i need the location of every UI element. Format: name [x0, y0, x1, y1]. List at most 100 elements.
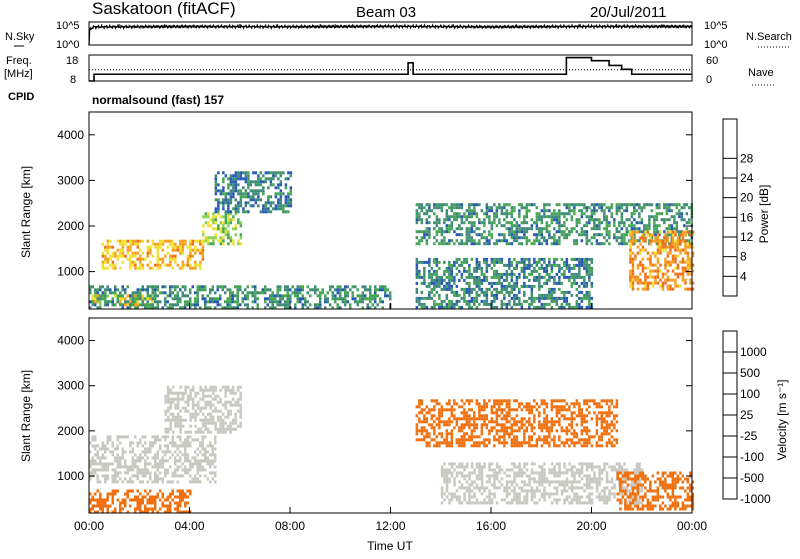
- heatmap-cell: [164, 240, 167, 243]
- heatmap-cell: [561, 405, 564, 408]
- heatmap-cell: [647, 258, 650, 261]
- heatmap-cell: [154, 285, 157, 288]
- heatmap-cell: [436, 221, 439, 224]
- heatmap-cell: [443, 462, 446, 465]
- heatmap-cell: [237, 218, 240, 221]
- heatmap-cell: [142, 252, 145, 255]
- heatmap-cell: [112, 499, 115, 502]
- power-y-label: Slant Range [km]: [19, 166, 33, 258]
- noise-right-tick-bottom: 10^0: [704, 39, 728, 51]
- heatmap-cell: [157, 258, 160, 261]
- heatmap-cell: [137, 465, 140, 468]
- heatmap-cell: [503, 236, 506, 239]
- heatmap-cell: [177, 505, 180, 508]
- heatmap-cell: [458, 444, 461, 447]
- heatmap-cell: [446, 218, 449, 221]
- heatmap-cell: [418, 402, 421, 405]
- heatmap-cell: [304, 300, 307, 303]
- heatmap-cell: [139, 258, 142, 261]
- heatmap-cell: [199, 252, 202, 255]
- heatmap-cell: [556, 420, 559, 423]
- heatmap-cell: [506, 405, 509, 408]
- heatmap-cell: [493, 477, 496, 480]
- heatmap-cell: [528, 297, 531, 300]
- heatmap-cell: [187, 395, 190, 398]
- heatmap-cell: [678, 209, 681, 212]
- heatmap-cell: [210, 224, 213, 227]
- heatmap-cell: [491, 221, 494, 224]
- heatmap-cell: [526, 402, 529, 405]
- heatmap-cell: [491, 468, 494, 471]
- heatmap-cell: [553, 276, 556, 279]
- heatmap-cell: [137, 508, 140, 511]
- heatmap-cell: [210, 242, 213, 245]
- heatmap-cell: [209, 462, 212, 465]
- heatmap-cell: [463, 477, 466, 480]
- heatmap-cell: [132, 297, 135, 300]
- heatmap-cell: [684, 240, 687, 243]
- heatmap-cell: [669, 261, 672, 264]
- heatmap-cell: [586, 270, 589, 273]
- heatmap-cell: [164, 300, 167, 303]
- heatmap-cell: [99, 508, 102, 511]
- heatmap-cell: [102, 505, 105, 508]
- heatmap-cell: [202, 435, 205, 438]
- heatmap-cell: [199, 474, 202, 477]
- heatmap-cell: [677, 249, 680, 252]
- heatmap-cell: [202, 459, 205, 462]
- heatmap-cell: [152, 508, 155, 511]
- heatmap-cell: [583, 294, 586, 297]
- heatmap-cell: [384, 288, 387, 291]
- heatmap-cell: [212, 471, 215, 474]
- heatmap-cell: [488, 282, 491, 285]
- heatmap-cell: [114, 291, 117, 294]
- heatmap-cell: [491, 267, 494, 270]
- heatmap-cell: [541, 236, 544, 239]
- heatmap-cell: [451, 435, 454, 438]
- heatmap-cell: [129, 465, 132, 468]
- heatmap-cell: [212, 419, 215, 422]
- power-heatmap: [89, 171, 694, 309]
- heatmap-cell: [451, 227, 454, 230]
- heatmap-cell: [488, 206, 491, 209]
- heatmap-cell: [262, 174, 265, 177]
- heatmap-cell: [496, 276, 499, 279]
- heatmap-cell: [629, 270, 632, 273]
- heatmap-cell: [518, 273, 521, 276]
- heatmap-cell: [613, 224, 616, 227]
- heatmap-cell: [681, 215, 684, 218]
- heatmap-cell: [162, 249, 165, 252]
- heatmap-cell: [586, 264, 589, 267]
- heatmap-cell: [674, 234, 677, 237]
- heatmap-cell: [149, 249, 152, 252]
- heatmap-cell: [239, 386, 242, 389]
- heatmap-cell: [169, 255, 172, 258]
- heatmap-cell: [556, 486, 559, 489]
- heatmap-cell: [104, 468, 107, 471]
- heatmap-cell: [287, 204, 290, 207]
- heatmap-cell: [566, 429, 569, 432]
- heatmap-cell: [225, 218, 228, 221]
- heatmap-cell: [654, 240, 657, 243]
- heatmap-cell: [521, 408, 524, 411]
- heatmap-cell: [329, 288, 332, 291]
- heatmap-cell: [377, 288, 380, 291]
- heatmap-cell: [493, 405, 496, 408]
- heatmap-cell: [147, 450, 150, 453]
- heatmap-cell: [468, 501, 471, 504]
- heatmap-cell: [92, 499, 95, 502]
- heatmap-cell: [563, 203, 566, 206]
- heatmap-cell: [657, 237, 660, 240]
- heatmap-cell: [384, 285, 387, 288]
- heatmap-cell: [169, 389, 172, 392]
- heatmap-cell: [476, 279, 479, 282]
- heatmap-cell: [553, 471, 556, 474]
- heatmap-cell: [533, 203, 536, 206]
- heatmap-cell: [669, 252, 672, 255]
- heatmap-cell: [543, 486, 546, 489]
- heatmap-cell: [104, 258, 107, 261]
- heatmap-cell: [92, 456, 95, 459]
- heatmap-cell: [536, 264, 539, 267]
- heatmap-cell: [184, 471, 187, 474]
- heatmap-cell: [152, 255, 155, 258]
